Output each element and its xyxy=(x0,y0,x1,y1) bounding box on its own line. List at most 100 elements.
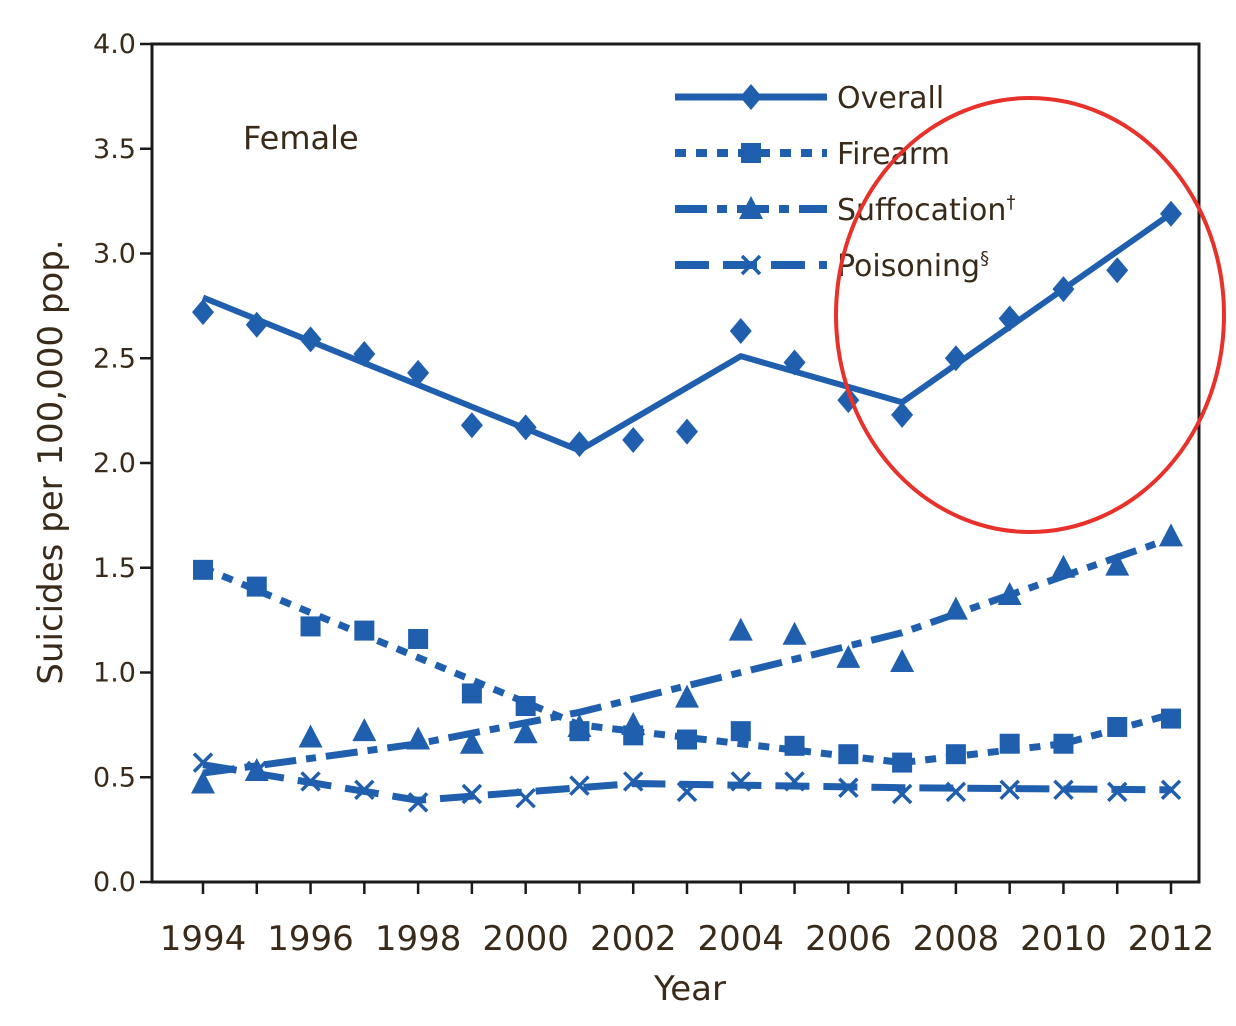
x-axis-label: Year xyxy=(653,969,726,1009)
poisoning-point xyxy=(515,787,536,809)
suffocation-point xyxy=(352,718,377,742)
suffocation-point xyxy=(191,770,215,794)
overall-point xyxy=(460,412,483,439)
x-tick-label: 1998 xyxy=(375,919,462,959)
x-tick-label: 2006 xyxy=(805,919,892,959)
firearm-point xyxy=(945,744,966,765)
y-tick-label: 0.0 xyxy=(93,867,136,898)
firearm-point xyxy=(1107,716,1128,737)
trend-lines xyxy=(201,211,1173,804)
legend: Overall Firearm Suffocation† Poisoning§ xyxy=(675,81,1015,284)
firearm-point xyxy=(999,733,1020,754)
panel-label: Female xyxy=(243,119,359,157)
poisoning-point xyxy=(999,779,1020,801)
suffocation-point xyxy=(997,581,1022,605)
overall-point xyxy=(568,431,591,458)
overall-point xyxy=(783,349,806,376)
suffocation-trend-line xyxy=(202,535,1173,777)
firearm-point xyxy=(784,735,805,756)
overall-point xyxy=(729,318,752,345)
firearm-point xyxy=(300,616,321,637)
overall-point xyxy=(998,305,1021,332)
overall-point xyxy=(299,326,322,353)
firearm-point xyxy=(408,628,429,649)
poisoning-point xyxy=(622,771,644,792)
suffocation-point xyxy=(567,713,592,737)
poisoning-point xyxy=(300,771,321,792)
suffocation-point xyxy=(1159,523,1183,547)
overall-point xyxy=(1052,276,1075,303)
overall-point xyxy=(407,359,430,386)
legend-poisoning-footnote-mark: § xyxy=(980,248,989,269)
firearm-point xyxy=(354,620,375,641)
legend-poisoning-name: Poisoning xyxy=(837,249,980,284)
suffocation-point xyxy=(298,724,323,748)
poisoning-point xyxy=(676,781,698,803)
red-highlight-circle xyxy=(834,96,1226,534)
poisoning-point xyxy=(730,771,752,792)
legend-suffocation-label: Suffocation† xyxy=(837,192,1015,228)
data-points xyxy=(191,200,1183,813)
poisoning-trend-line xyxy=(202,761,1172,804)
poisoning-point xyxy=(569,775,590,796)
x-tick-label: 2000 xyxy=(482,919,569,959)
overall-trend-line xyxy=(201,211,1173,454)
firearm-point xyxy=(838,744,859,765)
y-tick-label: 2.5 xyxy=(93,343,136,374)
firearm-point xyxy=(193,559,213,580)
poisoning-point xyxy=(246,760,268,782)
poisoning-point xyxy=(1106,781,1128,803)
x-tick-label: 2010 xyxy=(1020,919,1107,959)
y-tick-label: 4.0 xyxy=(93,29,136,60)
y-tick-label: 1.0 xyxy=(93,658,136,689)
suffocation-point xyxy=(890,649,915,673)
x-tick-label: 2012 xyxy=(1128,919,1215,959)
legend-poisoning-label: Poisoning§ xyxy=(837,248,989,284)
y-tick-label: 3.5 xyxy=(93,134,136,165)
x-tick-label: 2008 xyxy=(913,919,1000,959)
overall-point xyxy=(1106,257,1129,284)
highlight-ellipse xyxy=(834,96,1226,534)
poisoning-point xyxy=(407,792,429,813)
y-tick-label: 0.5 xyxy=(93,762,136,793)
firearm-point xyxy=(1053,733,1074,754)
overall-point xyxy=(514,414,537,441)
legend-firearm-marker xyxy=(741,143,761,163)
legend-overall-marker xyxy=(740,84,762,110)
overall-point xyxy=(944,345,967,372)
x-tick-label: 2002 xyxy=(590,919,677,959)
y-tick-label: 2.0 xyxy=(93,448,136,479)
legend-poisoning-marker xyxy=(740,254,762,276)
firearm-point xyxy=(1161,708,1181,729)
suffocation-point xyxy=(836,644,861,668)
poisoning-point xyxy=(354,779,375,801)
overall-point xyxy=(192,299,214,326)
firearm-point xyxy=(730,721,751,742)
legend-suffocation-marker xyxy=(739,196,763,219)
legend-suffocation-name: Suffocation xyxy=(837,193,1006,228)
firearm-point xyxy=(246,576,267,597)
poisoning-point xyxy=(461,783,483,805)
poisoning-point xyxy=(945,781,967,803)
y-tick-label: 1.5 xyxy=(93,553,136,584)
overall-point xyxy=(891,401,914,428)
y-tick-label: 3.0 xyxy=(93,239,136,270)
suffocation-point xyxy=(406,726,431,750)
suffocation-point xyxy=(1051,554,1076,578)
overall-point xyxy=(1160,200,1182,227)
x-tick-label: 1994 xyxy=(160,919,247,959)
overall-point xyxy=(245,311,268,338)
legend-firearm-label: Firearm xyxy=(837,137,950,172)
firearm-point xyxy=(892,752,913,773)
legend-firearm-name: Firearm xyxy=(837,137,950,172)
overall-point xyxy=(622,426,645,453)
x-tick-label: 1996 xyxy=(267,919,354,959)
suffocation-point xyxy=(675,684,699,708)
suffocation-point xyxy=(513,720,538,744)
firearm-point xyxy=(677,729,697,750)
y-axis-label: Suicides per 100,000 pop. xyxy=(31,239,71,684)
x-tick-label: 2004 xyxy=(698,919,785,959)
suffocation-point xyxy=(728,617,753,641)
legend-overall-name: Overall xyxy=(837,81,944,116)
